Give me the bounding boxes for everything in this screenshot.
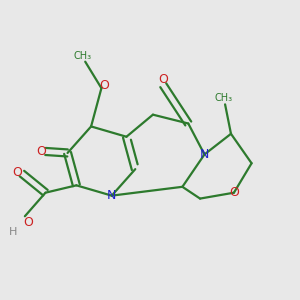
Text: O: O	[158, 74, 168, 86]
Text: N: N	[200, 148, 209, 161]
Text: CH₃: CH₃	[214, 94, 233, 103]
Text: O: O	[23, 216, 33, 229]
Text: O: O	[99, 79, 109, 92]
Text: O: O	[13, 166, 22, 178]
Text: N: N	[107, 189, 116, 202]
Text: O: O	[229, 186, 239, 199]
Text: O: O	[36, 145, 46, 158]
Text: CH₃: CH₃	[73, 51, 91, 62]
Text: H: H	[9, 226, 17, 237]
